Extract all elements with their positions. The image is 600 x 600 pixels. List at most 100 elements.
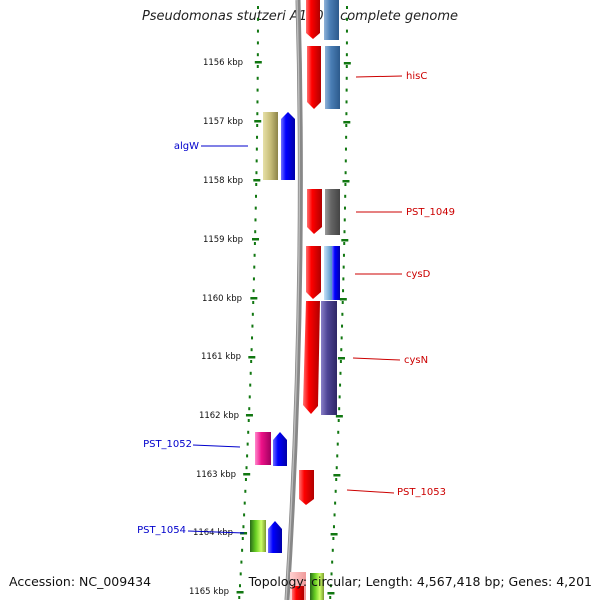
track-dot <box>329 584 332 588</box>
tick-labels: 1156 kbp 1157 kbp 1158 kbp 1159 kbp 1160… <box>189 58 243 597</box>
track-dot <box>345 6 348 9</box>
track-dot <box>254 194 257 198</box>
tick-label: 1159 kbp <box>203 235 243 245</box>
gene-feature[interactable] <box>273 432 287 466</box>
track-dot <box>240 560 243 564</box>
track-dot <box>241 537 244 540</box>
track-dot <box>255 159 258 163</box>
track-dot <box>332 525 335 529</box>
gene-feature[interactable] <box>263 112 278 180</box>
track-tick <box>252 238 260 241</box>
track-dot <box>344 147 347 151</box>
track-dot <box>339 383 342 387</box>
track-dot <box>345 17 348 21</box>
track-dot <box>345 112 348 116</box>
gene-feature[interactable] <box>303 301 320 414</box>
gene-label-pst1052[interactable]: PST_1052 <box>143 439 192 450</box>
track-dot <box>344 183 347 186</box>
gene-label-cysd[interactable]: cysD <box>406 269 431 280</box>
track-tick <box>236 591 244 594</box>
track-dot <box>243 501 246 505</box>
track-dot <box>343 218 346 222</box>
gene-feature[interactable] <box>250 520 266 552</box>
gene-feature[interactable] <box>268 521 282 553</box>
track-dot <box>244 478 247 481</box>
track-dot <box>252 301 255 304</box>
gene-feature[interactable] <box>306 246 321 299</box>
track-dot <box>238 584 241 588</box>
gene-label-algw[interactable]: algW <box>174 141 199 152</box>
gene-feature[interactable] <box>307 189 322 234</box>
track-dot <box>254 230 257 234</box>
track-dot <box>330 572 333 576</box>
gene-label-pst1053[interactable]: PST_1053 <box>397 487 446 498</box>
track-tick <box>339 298 347 301</box>
track-dot <box>250 360 253 363</box>
track-tick <box>253 179 261 182</box>
tick-label: 1165 kbp <box>189 587 229 597</box>
track-dot <box>238 596 241 599</box>
track-tick <box>243 473 251 476</box>
track-dot <box>331 548 334 552</box>
track-dot <box>252 277 255 281</box>
gene-label-hisc[interactable]: hisC <box>406 71 427 82</box>
track-tick <box>245 414 253 417</box>
gene-feature[interactable] <box>310 573 324 600</box>
track-dot <box>255 147 258 151</box>
gene-feature[interactable] <box>292 586 304 600</box>
track-dot <box>249 371 252 375</box>
track-tick <box>250 297 258 300</box>
track-dot <box>334 489 337 493</box>
gene-feature[interactable] <box>281 112 295 180</box>
track-dot <box>338 407 341 411</box>
track-dot <box>331 560 334 564</box>
track-tick <box>341 239 349 242</box>
track-dot <box>344 159 347 163</box>
gene-feature[interactable] <box>306 0 320 39</box>
track-dot <box>332 537 335 540</box>
track-dot <box>256 112 259 116</box>
track-dot <box>340 336 343 340</box>
track-dot <box>343 242 346 245</box>
gene-feature[interactable] <box>324 246 332 300</box>
gene-feature[interactable] <box>255 432 271 465</box>
track-dot <box>256 6 259 9</box>
track-dot <box>254 218 257 222</box>
track-dot <box>341 312 344 316</box>
gene-feature[interactable] <box>325 189 340 235</box>
tick-tracks <box>236 6 351 599</box>
track-dot <box>245 466 248 470</box>
track-dot <box>342 289 345 293</box>
track-tick <box>335 415 343 418</box>
gene-feature[interactable] <box>324 0 339 40</box>
track-dot <box>336 454 339 458</box>
track-dot <box>344 194 347 198</box>
track-dot <box>256 124 259 127</box>
gene-label-cysn[interactable]: cysN <box>404 355 428 366</box>
gene-feature[interactable] <box>332 246 340 300</box>
track-dot <box>254 206 257 210</box>
track-dot <box>343 206 346 210</box>
track-dot <box>246 442 249 446</box>
track-dot <box>338 395 341 399</box>
gene-feature[interactable] <box>321 301 337 415</box>
track-dot <box>340 348 343 352</box>
track-dot <box>334 501 337 505</box>
track-dot <box>256 41 259 45</box>
track-dot <box>339 371 342 375</box>
track-dot <box>342 253 345 257</box>
track-dot <box>342 277 345 281</box>
gene-label-pst1049[interactable]: PST_1049 <box>406 207 455 218</box>
gene-features <box>250 0 340 600</box>
track-dot <box>345 76 348 80</box>
gene-label-pst1054[interactable]: PST_1054 <box>137 525 186 536</box>
tick-label: 1160 kbp <box>202 294 242 304</box>
track-dot <box>343 230 346 234</box>
gene-feature[interactable] <box>325 46 340 109</box>
track-dot <box>256 29 259 33</box>
track-tick <box>327 592 335 595</box>
label-connectors <box>187 75 403 534</box>
gene-feature[interactable] <box>299 470 314 505</box>
gene-feature[interactable] <box>307 46 321 109</box>
track-dot <box>255 183 258 186</box>
